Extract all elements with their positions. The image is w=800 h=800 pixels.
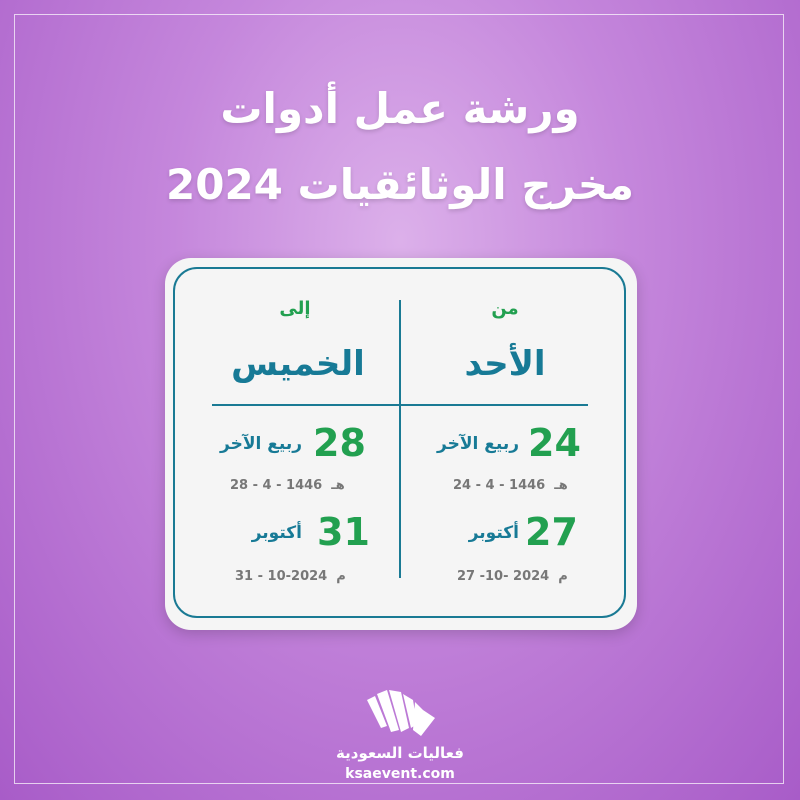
from-label: من (491, 298, 519, 319)
hijri-date-value: 1446 - 4 - 24 (453, 478, 546, 493)
to-hijri-date: هـ 1446 - 4 - 28 (230, 478, 345, 493)
to-hijri-month: ربيع الآخر (220, 434, 302, 454)
date-card: من الأحد 24 ربيع الآخر هـ 1446 - 4 - 24 … (165, 258, 637, 630)
card-border (173, 267, 626, 618)
greg-suffix: م (558, 569, 568, 584)
to-label: إلى (279, 298, 311, 319)
brand-url: ksaevent.com (345, 766, 455, 782)
horizontal-divider (212, 404, 588, 406)
from-hijri-month: ربيع الآخر (437, 434, 519, 454)
from-greg-month: أكتوبر (468, 523, 519, 543)
from-greg-date: م 2024 -10- 27 (457, 569, 568, 584)
from-day: الأحد (464, 344, 546, 384)
to-greg-month: أكتوبر (251, 523, 302, 543)
hijri-suffix: هـ (554, 478, 568, 493)
greg-suffix: م (336, 569, 346, 584)
decorative-frame (14, 14, 784, 784)
title-line-1: ورشة عمل أدوات (220, 84, 580, 133)
to-greg-day: 31 (317, 510, 370, 554)
from-greg-day: 27 (525, 510, 578, 554)
brand-name: فعاليات السعودية (336, 744, 464, 762)
greg-date-value: 2024 -10- 27 (457, 569, 550, 584)
to-greg-date: م 2024-10 - 31 (235, 569, 346, 584)
from-hijri-day: 24 (528, 421, 581, 465)
vertical-divider (399, 300, 401, 578)
greg-date-value: 2024-10 - 31 (235, 569, 328, 584)
from-hijri-date: هـ 1446 - 4 - 24 (453, 478, 568, 493)
brand-logo-icon (367, 690, 435, 736)
to-day: الخميس (231, 344, 365, 384)
to-hijri-day: 28 (313, 421, 366, 465)
hijri-date-value: 1446 - 4 - 28 (230, 478, 323, 493)
title-line-2: مخرج الوثائقيات 2024 (166, 160, 634, 209)
hijri-suffix: هـ (331, 478, 345, 493)
